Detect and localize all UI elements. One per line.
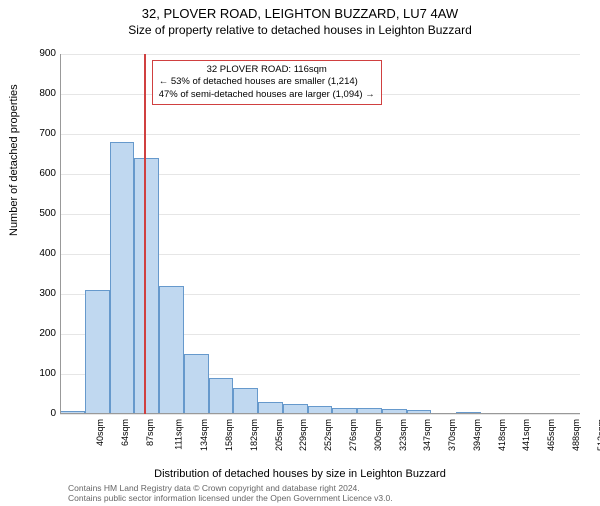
license-line-1: Contains HM Land Registry data © Crown c… <box>68 483 393 493</box>
x-axis-label: Distribution of detached houses by size … <box>0 468 600 480</box>
x-tick-label: 370sqm <box>447 419 457 451</box>
x-tick-label: 465sqm <box>546 419 556 451</box>
x-tick-label: 40sqm <box>95 419 105 446</box>
x-tick-label: 300sqm <box>373 419 383 451</box>
x-tick-label: 87sqm <box>145 419 155 446</box>
y-axis-line <box>60 54 61 414</box>
x-tick-label: 347sqm <box>422 419 432 451</box>
x-tick-label: 229sqm <box>299 419 309 451</box>
x-tick-label: 205sqm <box>274 419 284 451</box>
y-tick-label: 600 <box>26 168 56 179</box>
reference-line <box>144 54 146 414</box>
license-line-2: Contains public sector information licen… <box>68 493 393 503</box>
page-title: 32, PLOVER ROAD, LEIGHTON BUZZARD, LU7 4… <box>0 6 600 21</box>
histogram-bar <box>85 290 110 414</box>
histogram-bar <box>233 388 258 414</box>
gridline <box>60 54 580 55</box>
y-tick-label: 400 <box>26 248 56 259</box>
x-tick-label: 134sqm <box>199 419 209 451</box>
y-axis-label: Number of detached properties <box>8 84 20 236</box>
y-tick-label: 100 <box>26 368 56 379</box>
histogram-bar <box>134 158 159 414</box>
histogram-bar <box>184 354 209 414</box>
histogram-bar <box>159 286 184 414</box>
gridline <box>60 134 580 135</box>
callout-line: 47% of semi-detached houses are larger (… <box>159 89 375 101</box>
gridline <box>60 414 580 415</box>
x-tick-label: 441sqm <box>521 419 531 451</box>
y-tick-label: 200 <box>26 328 56 339</box>
x-tick-label: 158sqm <box>224 419 234 451</box>
y-tick-label: 900 <box>26 48 56 59</box>
x-tick-label: 276sqm <box>348 419 358 451</box>
histogram-bar <box>209 378 234 414</box>
callout-line: 32 PLOVER ROAD: 116sqm <box>159 64 375 76</box>
x-tick-label: 111sqm <box>173 419 183 450</box>
y-tick-label: 700 <box>26 128 56 139</box>
y-tick-label: 800 <box>26 88 56 99</box>
x-tick-label: 418sqm <box>497 419 507 451</box>
x-axis-line <box>60 413 580 414</box>
page-subtitle: Size of property relative to detached ho… <box>0 23 600 37</box>
x-tick-label: 323sqm <box>398 419 408 451</box>
x-tick-label: 512sqm <box>596 419 600 451</box>
x-tick-label: 252sqm <box>323 419 333 451</box>
y-tick-label: 500 <box>26 208 56 219</box>
histogram-bar <box>110 142 135 414</box>
x-tick-label: 64sqm <box>120 419 130 446</box>
x-tick-label: 394sqm <box>472 419 482 451</box>
callout-box: 32 PLOVER ROAD: 116sqm← 53% of detached … <box>152 60 382 105</box>
callout-line: ← 53% of detached houses are smaller (1,… <box>159 76 375 88</box>
y-tick-label: 300 <box>26 288 56 299</box>
x-tick-label: 488sqm <box>571 419 581 451</box>
y-tick-label: 0 <box>26 408 56 419</box>
x-tick-label: 182sqm <box>249 419 259 451</box>
histogram-chart: 010020030040050060070080090040sqm64sqm87… <box>60 54 580 414</box>
